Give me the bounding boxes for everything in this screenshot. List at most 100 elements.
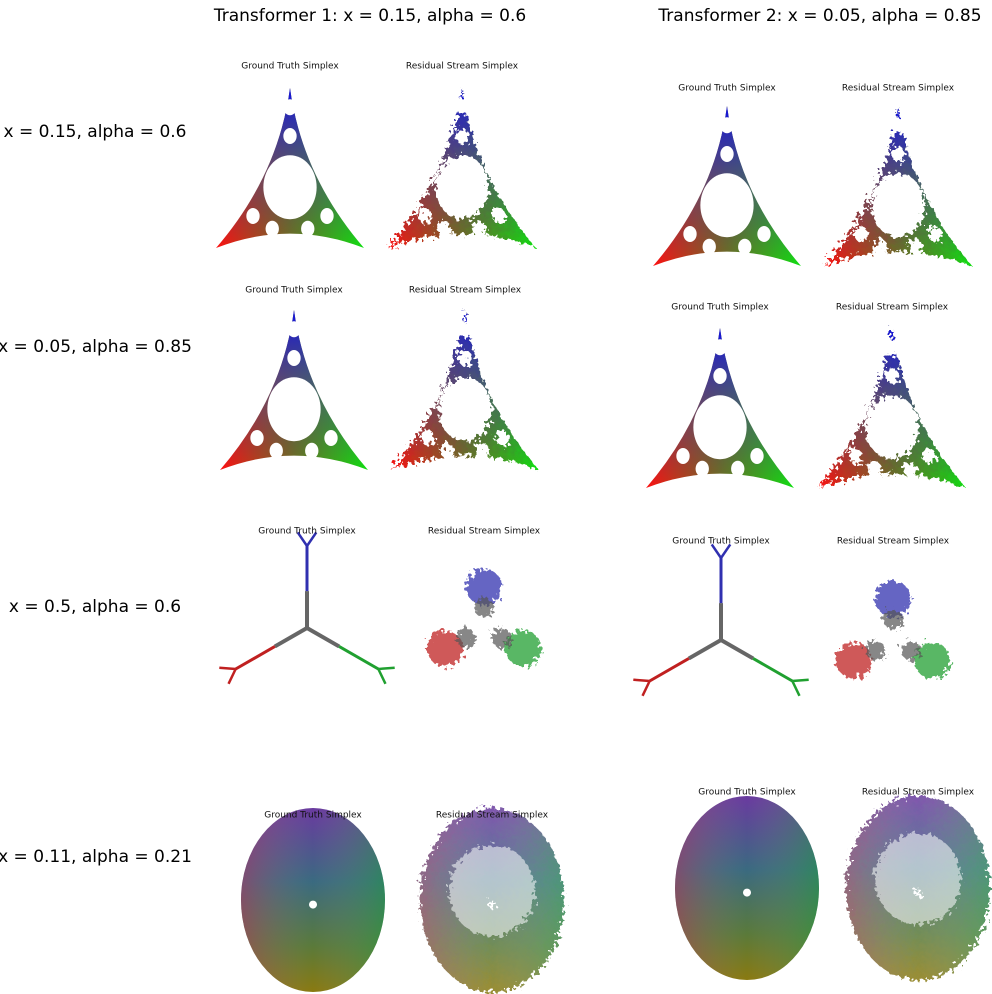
hole bbox=[320, 208, 333, 224]
panel-title: Residual Stream Simplex bbox=[837, 537, 950, 547]
panel-pair bbox=[675, 796, 990, 980]
panel-title: Ground Truth Simplex bbox=[245, 286, 343, 296]
hole bbox=[731, 461, 744, 477]
blob-light bbox=[875, 833, 961, 925]
hole bbox=[848, 448, 861, 464]
hole bbox=[266, 221, 279, 237]
panel-pair bbox=[216, 88, 536, 248]
branch bbox=[275, 628, 307, 646]
row-label: x = 0.15, alpha = 0.6 bbox=[4, 122, 187, 142]
branch bbox=[650, 658, 689, 681]
hole bbox=[435, 155, 488, 219]
hole bbox=[455, 128, 468, 144]
blob-light bbox=[449, 845, 535, 937]
panel-title: Residual Stream Simplex bbox=[406, 62, 519, 72]
panel-pair bbox=[241, 808, 564, 992]
branch bbox=[307, 628, 339, 646]
hole bbox=[885, 339, 898, 355]
hole bbox=[287, 350, 300, 366]
twig bbox=[792, 681, 799, 696]
hole bbox=[246, 208, 259, 224]
column-title: Transformer 2: x = 0.05, alpha = 0.85 bbox=[657, 6, 981, 26]
panel-title: Ground Truth Simplex bbox=[241, 62, 339, 72]
hole bbox=[909, 239, 922, 255]
hole bbox=[458, 321, 471, 337]
panel-pair bbox=[653, 106, 972, 266]
hole bbox=[421, 430, 434, 446]
panel-title: Residual Stream Simplex bbox=[436, 811, 549, 821]
hole bbox=[267, 377, 320, 441]
panel-title: Residual Stream Simplex bbox=[842, 84, 955, 94]
figure: Transformer 1: x = 0.15, alpha = 0.6 Tra… bbox=[0, 0, 992, 994]
hole bbox=[700, 173, 753, 237]
hole bbox=[738, 239, 751, 255]
hole bbox=[868, 461, 881, 477]
panel-title: Residual Stream Simplex bbox=[428, 527, 541, 537]
branch bbox=[339, 646, 378, 669]
hole bbox=[713, 368, 726, 384]
twig bbox=[633, 680, 649, 681]
hole bbox=[305, 443, 318, 459]
hole bbox=[263, 155, 316, 219]
twig bbox=[378, 669, 385, 684]
panel-title: Residual Stream Simplex bbox=[409, 286, 522, 296]
branch bbox=[689, 640, 721, 658]
blob-overlay bbox=[675, 796, 819, 980]
hole bbox=[865, 395, 918, 459]
panel-title: Ground Truth Simplex bbox=[698, 788, 796, 798]
hole bbox=[492, 208, 505, 224]
branch bbox=[753, 658, 792, 681]
simplex bbox=[216, 88, 364, 248]
panel-pair bbox=[633, 544, 950, 695]
panel-title: Ground Truth Simplex bbox=[672, 537, 770, 547]
hole bbox=[874, 239, 887, 255]
hole bbox=[488, 901, 496, 909]
branch bbox=[236, 646, 275, 669]
row-label: x = 0.5, alpha = 0.6 bbox=[9, 597, 181, 617]
hole bbox=[757, 226, 770, 242]
hole bbox=[438, 377, 491, 441]
blob bbox=[241, 808, 385, 992]
simplex bbox=[824, 106, 972, 266]
row-label: x = 0.11, alpha = 0.21 bbox=[0, 847, 192, 867]
cluster bbox=[883, 610, 903, 630]
panel-pair bbox=[219, 532, 541, 683]
hole bbox=[871, 173, 924, 237]
panel-title: Ground Truth Simplex bbox=[264, 811, 362, 821]
hole bbox=[438, 221, 451, 237]
hole bbox=[324, 430, 337, 446]
hole bbox=[854, 226, 867, 242]
cluster bbox=[492, 628, 512, 648]
simplex bbox=[646, 328, 794, 488]
hole bbox=[418, 208, 431, 224]
twig bbox=[792, 680, 808, 681]
hole bbox=[713, 339, 726, 355]
cluster bbox=[901, 640, 921, 660]
hole bbox=[885, 368, 898, 384]
hole bbox=[441, 443, 454, 459]
panel-title: Ground Truth Simplex bbox=[671, 303, 769, 313]
hole bbox=[270, 443, 283, 459]
panel-title: Ground Truth Simplex bbox=[678, 84, 776, 94]
branch bbox=[721, 640, 753, 658]
cluster bbox=[456, 628, 476, 648]
hole bbox=[743, 889, 751, 897]
hole bbox=[309, 901, 317, 909]
hole bbox=[720, 146, 733, 162]
simplex bbox=[388, 88, 536, 248]
blob-overlay bbox=[241, 808, 385, 992]
hole bbox=[891, 146, 904, 162]
cluster bbox=[865, 640, 885, 660]
column-title: Transformer 1: x = 0.15, alpha = 0.6 bbox=[213, 6, 526, 26]
hole bbox=[283, 99, 296, 115]
panel-title: Residual Stream Simplex bbox=[862, 788, 975, 798]
hole bbox=[250, 430, 263, 446]
hole bbox=[696, 461, 709, 477]
panel-pair bbox=[646, 328, 966, 488]
hole bbox=[720, 117, 733, 133]
cluster bbox=[474, 598, 494, 618]
hole bbox=[301, 221, 314, 237]
hole bbox=[922, 448, 935, 464]
hole bbox=[473, 221, 486, 237]
blob bbox=[420, 808, 564, 992]
